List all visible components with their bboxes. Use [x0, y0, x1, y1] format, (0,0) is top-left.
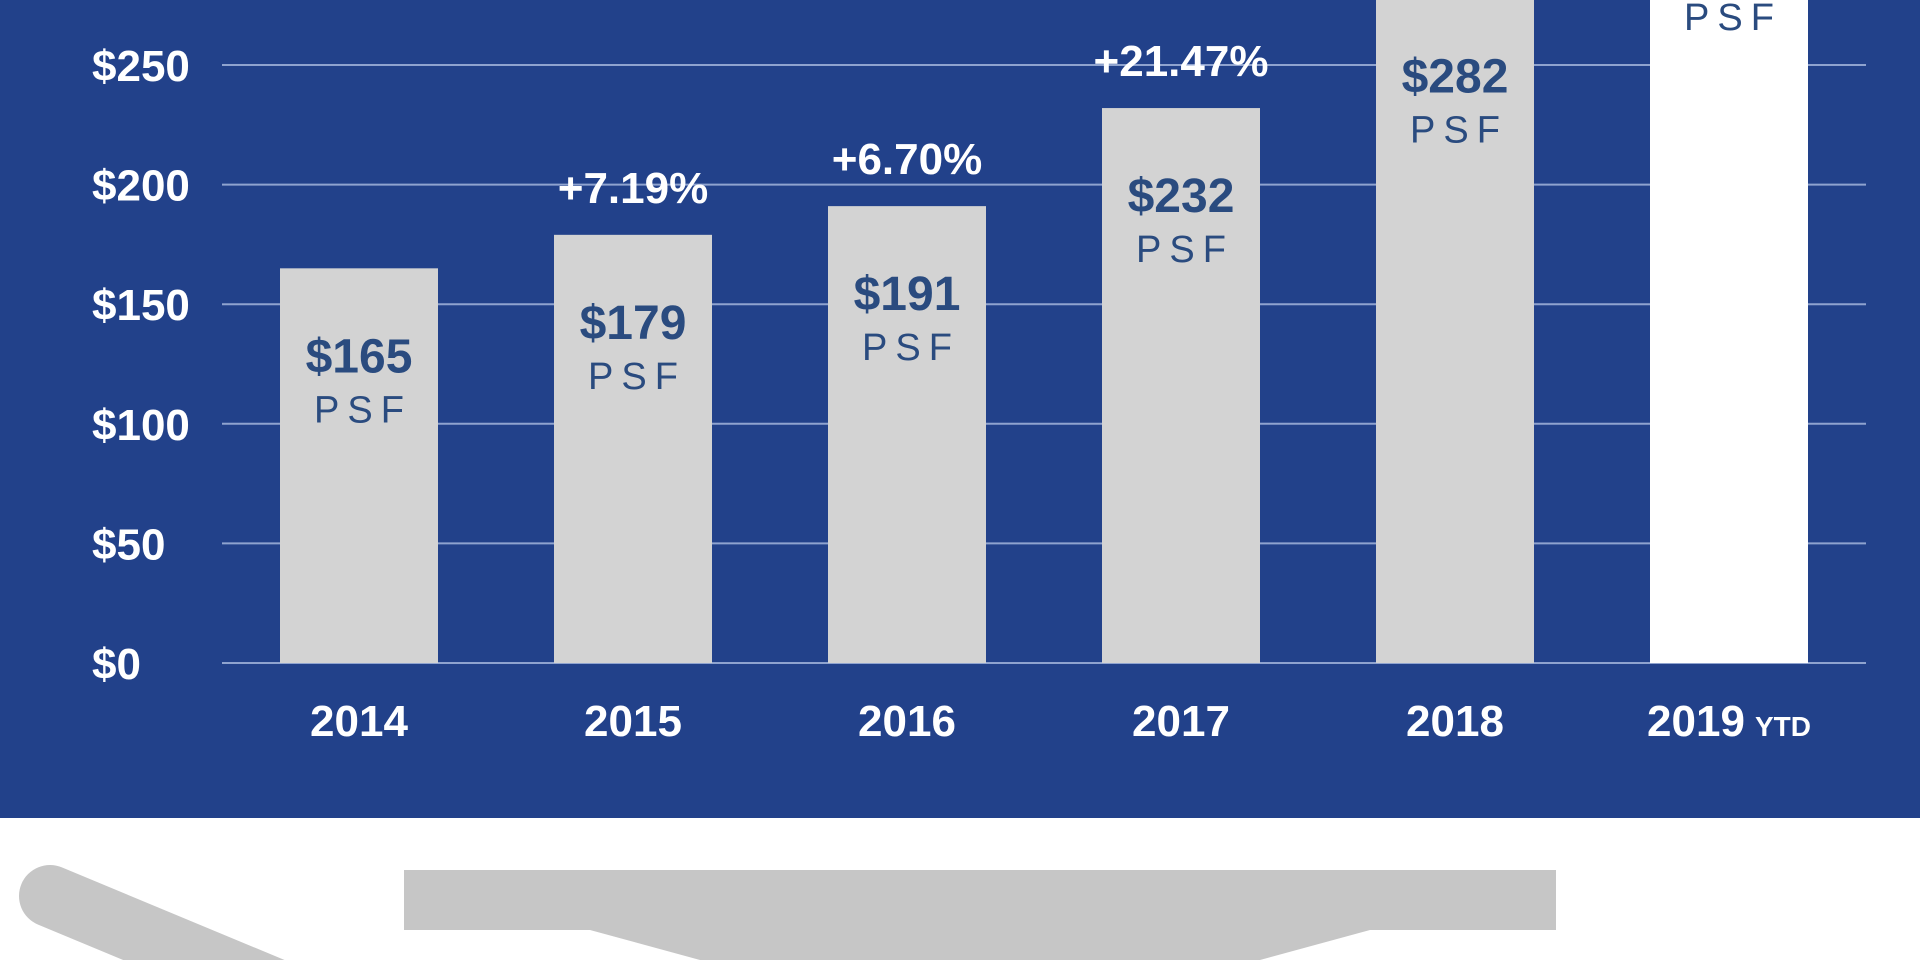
y-tick-label: $50	[92, 520, 165, 569]
decor-diagonal-left	[19, 865, 285, 960]
chart-panel: $0 $50 $100 $150 $200 $250 $165 PSF 2014 $179 PSF +…	[0, 0, 1920, 818]
bar-unit-label: PSF	[862, 327, 960, 369]
growth-label: +6.70%	[832, 135, 982, 184]
bar-unit-label: PSF	[1684, 0, 1782, 39]
bar-value-label: $232	[1128, 170, 1235, 223]
bar-highlight	[1650, 0, 1808, 663]
x-category-label: 2019 YTD	[1647, 697, 1811, 746]
x-category-label: 2016	[858, 697, 956, 746]
growth-label: +21.47%	[1094, 37, 1269, 86]
y-tick-label: $100	[92, 401, 190, 450]
bar	[1376, 0, 1534, 664]
bar	[280, 268, 438, 663]
y-tick-label: $0	[92, 640, 141, 689]
bar-value-label: $191	[854, 268, 961, 321]
bar-value-label: $165	[306, 330, 413, 383]
decorative-shapes	[19, 865, 1556, 960]
y-tick-label: $250	[92, 42, 190, 91]
ytd-suffix: YTD	[1755, 711, 1811, 742]
bar	[1102, 108, 1260, 663]
bar-value-label: $282	[1402, 50, 1509, 103]
decor-bar	[404, 870, 1556, 930]
y-tick-label: $150	[92, 281, 190, 330]
bar-unit-label: PSF	[1410, 109, 1508, 151]
growth-label: +7.19%	[558, 164, 708, 213]
bar-unit-label: PSF	[1136, 229, 1234, 271]
x-category-label: 2018	[1406, 697, 1504, 746]
bar-unit-label: PSF	[588, 356, 686, 398]
x-category-label: 2017	[1132, 697, 1230, 746]
x-category-label: 2015	[584, 697, 682, 746]
y-tick-label: $200	[92, 162, 190, 211]
x-category-label: 2014	[310, 697, 408, 746]
bar-unit-label: PSF	[314, 389, 412, 431]
decor-bracket	[590, 930, 1370, 960]
bar-value-label: $179	[580, 297, 687, 350]
bar-chart: $0 $50 $100 $150 $200 $250 $165 PSF 2014 $179 PSF +…	[92, 0, 1866, 746]
bar	[554, 234, 712, 663]
bar	[828, 206, 986, 664]
